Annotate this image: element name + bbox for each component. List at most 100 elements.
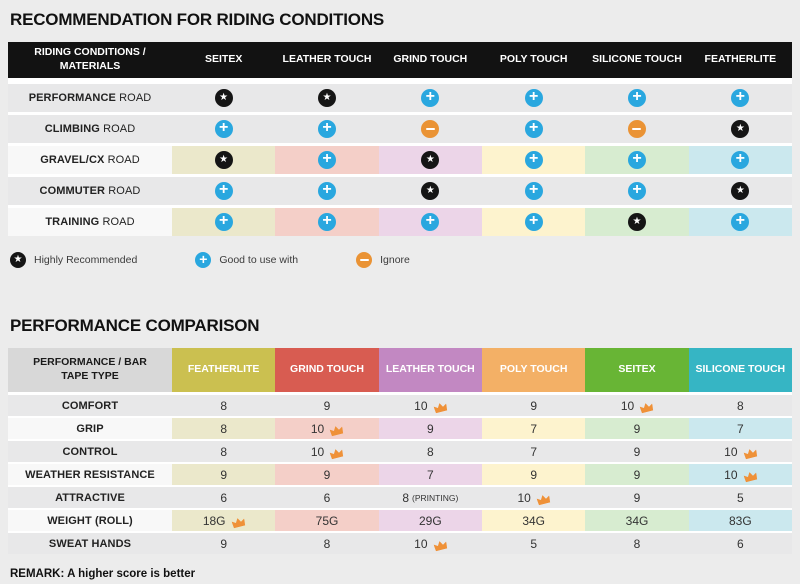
score-value: 29G [418, 513, 442, 528]
plus-icon [524, 89, 543, 107]
score-value: 10 [517, 490, 531, 505]
row-label-cell: TRAINING ROAD [8, 208, 172, 236]
score-value: 8 [220, 444, 227, 459]
table-cell: 8 (PRINTING) [378, 487, 482, 508]
table-cell [688, 115, 792, 143]
row-label-cell: SWEAT HANDS [8, 533, 172, 554]
score-value: 75G [315, 513, 339, 528]
table-cell: 10 [275, 418, 379, 439]
score-value: 10 [724, 444, 738, 459]
table-cell [275, 208, 379, 236]
plus-icon [524, 151, 543, 169]
table-cell [172, 115, 276, 143]
table-cell [585, 177, 689, 205]
column-header: FEATHERLITE [172, 348, 276, 392]
table-cell: 9 [585, 464, 689, 485]
row-label-cell: WEATHER RESISTANCE [8, 464, 172, 485]
table-cell [482, 115, 586, 143]
performance-table-row: CONTROL 8 10 8 7 9 10 [8, 441, 792, 462]
plus-icon [627, 151, 646, 169]
row-label: WEATHER RESISTANCE [25, 468, 155, 481]
star-icon [214, 89, 233, 107]
star-icon [731, 120, 750, 138]
table-cell [585, 146, 689, 174]
table-cell: 7 [482, 418, 586, 439]
score-value: 83G [728, 513, 752, 528]
legend-item: Ignore [356, 252, 410, 268]
plus-icon [421, 213, 440, 231]
table-cell [172, 177, 276, 205]
star-icon [421, 151, 440, 169]
score-value: 6 [220, 490, 227, 505]
column-header: LEATHER TOUCH [378, 348, 482, 392]
legend-item: Highly Recommended [10, 252, 137, 268]
score-value: 10 [414, 536, 428, 551]
row-label: CONTROL [62, 445, 118, 458]
column-header: GRIND TOUCH [393, 53, 468, 66]
crown-icon [433, 540, 448, 552]
riding-table-row: CLIMBING ROAD [8, 115, 792, 143]
performance-header-label-text: PERFORMANCE / BAR TAPE TYPE [33, 356, 147, 382]
table-cell: 10 [275, 441, 379, 462]
performance-comparison-table: PERFORMANCE / BAR TAPE TYPE FEATHERLITE GR… [8, 348, 792, 554]
crown-icon [536, 494, 551, 506]
table-cell: 8 [585, 533, 689, 554]
score-value: 8 [323, 536, 331, 551]
score-value: 18G [202, 513, 226, 528]
score-suffix: (PRINTING) [412, 492, 459, 503]
riding-table-row: TRAINING ROAD [8, 208, 792, 236]
row-label: TRAINING ROAD [45, 216, 135, 228]
star-icon [10, 252, 26, 268]
table-cell: 9 [585, 441, 689, 462]
table-cell: 10 [688, 464, 792, 485]
row-label: PERFORMANCE ROAD [28, 92, 152, 104]
score-value: 9 [426, 421, 434, 436]
minus-icon [627, 120, 646, 138]
minus-icon [421, 120, 440, 138]
riding-header-label: RIDING CONDITIONS / MATERIALS [8, 42, 172, 78]
score-value: 8 (PRINTING) [402, 490, 459, 505]
remark-text: REMARK: A higher score is better [10, 568, 196, 580]
table-cell: 5 [688, 487, 792, 508]
row-label: CLIMBING ROAD [44, 123, 136, 135]
table-cell: 75G [275, 510, 379, 531]
performance-table-title: PERFORMANCE COMPARISON [10, 316, 260, 335]
performance-table-row: SWEAT HANDS 9 8 10 5 8 6 [8, 533, 792, 554]
table-cell [275, 115, 379, 143]
riding-table-row: COMMUTER ROAD [8, 177, 792, 205]
legend-label: Good to use with [219, 254, 299, 266]
table-cell [172, 208, 276, 236]
column-header: POLY TOUCH [499, 53, 568, 66]
minus-icon [356, 252, 373, 268]
row-label-cell: CLIMBING ROAD [8, 115, 172, 143]
table-cell: 7 [482, 441, 586, 462]
riding-table-row: GRAVEL/CX ROAD [8, 146, 792, 174]
table-cell [482, 84, 586, 112]
column-header: LEATHER TOUCH [282, 53, 372, 66]
table-cell [688, 177, 792, 205]
star-icon [731, 182, 750, 200]
table-cell: 9 [482, 395, 586, 416]
table-cell: 5 [482, 533, 586, 554]
row-label: GRAVEL/CX ROAD [40, 154, 140, 166]
table-cell [688, 146, 792, 174]
table-cell: 6 [172, 487, 276, 508]
table-cell [275, 146, 379, 174]
plus-icon [524, 120, 543, 138]
table-cell: 83G [688, 510, 792, 531]
score-value: 10 [620, 398, 635, 413]
table-cell: 7 [378, 464, 482, 485]
table-cell: 9 [275, 464, 379, 485]
riding-table-header-row: RIDING CONDITIONS / MATERIALS SEITEX LEATH… [8, 42, 792, 78]
legend-label: Highly Recommended [34, 254, 138, 266]
plus-icon [214, 213, 233, 231]
row-label-cell: WEIGHT (ROLL) [8, 510, 172, 531]
legend: Highly Recommended Good to use with Ignore [10, 252, 792, 268]
score-value: 9 [220, 467, 227, 482]
crown-icon [231, 517, 246, 529]
row-label: GRIP [76, 422, 104, 435]
row-label: SWEAT HANDS [48, 537, 132, 550]
table-cell: 8 [688, 395, 792, 416]
table-cell [378, 84, 482, 112]
